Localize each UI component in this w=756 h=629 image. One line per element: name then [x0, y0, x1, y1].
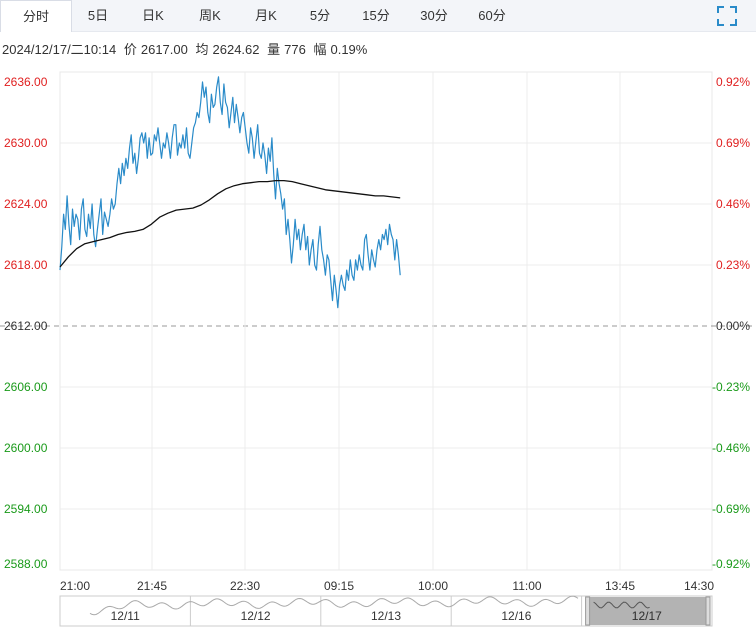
y-tick-label-right: 0.23% — [716, 258, 750, 272]
navigator-handle-left — [585, 596, 591, 626]
info-chg: 0.19% — [330, 42, 368, 57]
navigator-label: 12/13 — [371, 609, 401, 623]
x-tick-label: 21:00 — [60, 579, 90, 593]
y-tick-label-right: 0.00% — [716, 319, 750, 333]
tab-2[interactable]: 日K — [142, 8, 164, 23]
x-tick-label: 11:00 — [512, 579, 541, 593]
navigator-selected-label: 12/17 — [632, 609, 662, 623]
y-tick-label: 2588.00 — [4, 557, 48, 571]
y-tick-label: 2630.00 — [4, 136, 48, 150]
navigator-frame — [59, 595, 713, 627]
y-tick-label: 2606.00 — [4, 380, 48, 394]
plot-frame — [59, 71, 713, 571]
x-tick-label: 21:45 — [137, 579, 167, 593]
navigator-handle-right — [705, 596, 711, 626]
y-tick-label-right: -0.46% — [712, 441, 750, 455]
info-chg-label: 幅 — [313, 42, 327, 57]
navigator-label: 12/12 — [241, 609, 271, 623]
navigator-label: 12/16 — [501, 609, 531, 623]
y-tick-label: 2594.00 — [4, 502, 48, 516]
navigator-selection — [589, 597, 706, 625]
x-tick-label: 14:30 — [684, 579, 714, 593]
navigator-label: 12/11 — [111, 609, 140, 623]
tab-6[interactable]: 15分 — [362, 8, 390, 23]
tab-7[interactable]: 30分 — [420, 8, 448, 23]
tab-0[interactable]: 分时 — [0, 0, 72, 32]
y-tick-label-right: 0.69% — [716, 136, 750, 150]
price-line — [59, 76, 401, 309]
x-tick-label: 10:00 — [418, 579, 448, 593]
info-price-label: 价 — [123, 42, 137, 57]
y-tick-label-right: -0.92% — [712, 557, 750, 571]
y-tick-label-right: -0.23% — [712, 380, 750, 394]
info-datetime: 2024/12/17/二10:14 — [2, 42, 117, 57]
tab-3[interactable]: 周K — [199, 8, 221, 23]
tab-4[interactable]: 月K — [255, 8, 277, 23]
y-tick-label-right: 0.46% — [716, 197, 750, 211]
y-tick-label: 2612.00 — [4, 319, 48, 333]
quote-info-bar: 2024/12/17/二10:14 价 2617.00 均 2624.62 量 776… — [2, 39, 371, 58]
info-vol: 776 — [284, 42, 306, 57]
navigator-trace — [89, 595, 579, 616]
x-tick-label: 13:45 — [605, 579, 635, 593]
tab-5[interactable]: 5分 — [309, 8, 331, 23]
y-tick-label-right: 0.92% — [716, 75, 750, 89]
tab-1[interactable]: 5日 — [87, 8, 109, 23]
period-tab-bar: 分时 5日 日K 周K 月K 5分 15分 30分 60分 — [0, 0, 756, 32]
y-tick-label: 2636.00 — [4, 75, 48, 89]
info-price: 2617.00 — [140, 42, 188, 57]
y-tick-label: 2624.00 — [4, 197, 48, 211]
x-tick-label: 09:15 — [324, 579, 354, 593]
info-vol-label: 量 — [267, 42, 281, 57]
navigator-selected-trace — [593, 601, 650, 609]
y-tick-label: 2618.00 — [4, 258, 48, 272]
expand-icon[interactable] — [716, 5, 738, 27]
tab-8[interactable]: 60分 — [478, 8, 506, 23]
navigator-label: 12/17 — [632, 609, 662, 623]
info-avg: 2624.62 — [212, 42, 260, 57]
y-tick-label: 2600.00 — [4, 441, 48, 455]
info-avg-label: 均 — [195, 42, 209, 57]
x-tick-label: 22:30 — [230, 579, 260, 593]
y-tick-label-right: -0.69% — [712, 502, 750, 516]
avg-line — [59, 179, 401, 268]
